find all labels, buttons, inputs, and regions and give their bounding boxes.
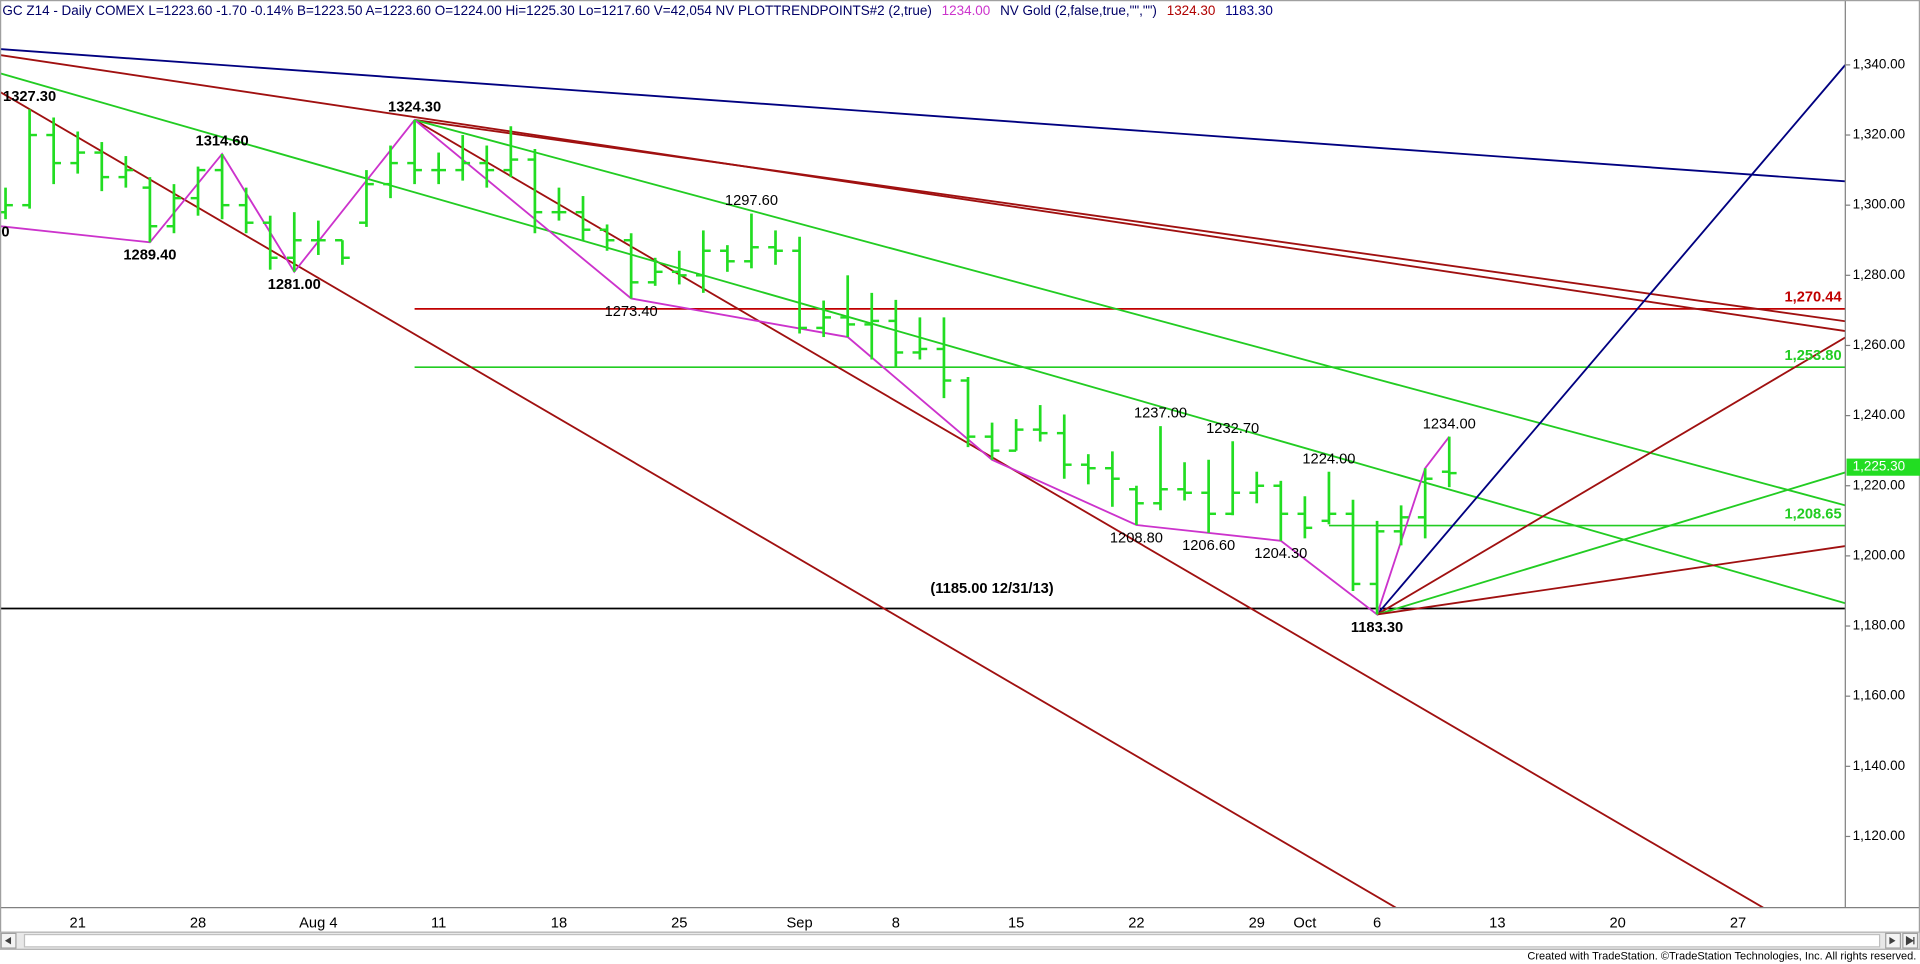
y-tick-label: 1,340.00: [1853, 56, 1905, 71]
y-tick-label: 1,200.00: [1853, 547, 1905, 562]
y-tick-label: 1,120.00: [1853, 828, 1905, 843]
chart-header: GC Z14 - Daily COMEX L=1223.60 -1.70 -0.…: [2, 3, 1272, 18]
pivot-label: 1314.60: [196, 134, 249, 150]
x-tick-label: 21: [70, 915, 86, 931]
y-tick-label: 1,220.00: [1853, 477, 1905, 492]
pivot-label: 1232.70: [1206, 421, 1259, 437]
pivot-label: 1273.40: [605, 304, 658, 320]
trend-line: [414, 119, 1764, 908]
y-tick-label: 1,300.00: [1853, 197, 1905, 212]
y-tick-label: 1,280.00: [1853, 267, 1905, 282]
trend-line: [1376, 64, 1846, 616]
trend-line: [0, 48, 1846, 183]
pivot-label: 1297.60: [725, 193, 778, 209]
x-tick-label: 27: [1730, 915, 1746, 931]
x-tick-label: Oct: [1293, 915, 1316, 931]
plot-area: [0, 48, 1846, 908]
pivot-label: 1183.30: [1351, 620, 1403, 636]
y-tick-label: 1,140.00: [1853, 758, 1905, 773]
pivot-label: 1204.30: [1254, 546, 1307, 562]
pivot-label: 0: [1, 225, 9, 241]
x-tick-label: 8: [892, 915, 900, 931]
x-tick-label: 13: [1489, 915, 1505, 931]
x-tick-label: 18: [551, 915, 567, 931]
scroll-right-arrow: [1889, 937, 1896, 945]
level-label: 1,208.65: [1784, 506, 1841, 522]
trend-line: [0, 54, 1846, 332]
header-segment: 1324.30: [1167, 3, 1216, 18]
trend-line: [414, 119, 1846, 323]
level-label: 1,270.44: [1784, 290, 1842, 306]
pivot-label: 1234.00: [1423, 416, 1476, 432]
y-tick-label: 1,160.00: [1853, 688, 1905, 703]
x-tick-label: 25: [671, 915, 687, 931]
x-tick-label: 20: [1610, 915, 1626, 931]
scrollbar-thumb[interactable]: [23, 933, 1881, 948]
pivot-label: 1237.00: [1134, 406, 1187, 422]
footer-credit: Created with TradeStation. ©TradeStation…: [1527, 951, 1916, 963]
last-price-label: 1,225.30: [1853, 459, 1905, 474]
x-tick-label: 28: [190, 915, 206, 931]
trend-line: [1376, 336, 1846, 616]
trend-line: [0, 91, 1397, 908]
pivot-label: 1289.40: [123, 248, 176, 264]
trend-line: [0, 72, 1846, 605]
x-tick-label: Aug 4: [299, 915, 337, 931]
pivot-label: 1327.30: [3, 89, 56, 105]
y-tick-label: 1,180.00: [1853, 618, 1905, 633]
scroll-end-arrow: [1905, 935, 1915, 946]
y-tick-label: 1,260.00: [1853, 337, 1905, 352]
scroll-left-arrow: [4, 937, 12, 945]
pivot-label: 1224.00: [1302, 451, 1355, 467]
scrollbar[interactable]: [0, 931, 1920, 950]
y-tick-label: 1,240.00: [1853, 407, 1905, 422]
x-tick-label: 11: [431, 915, 446, 931]
trend-line: [414, 119, 1846, 507]
level-label: 1,253.80: [1784, 348, 1841, 364]
pivot-label: 1208.80: [1110, 530, 1163, 546]
header-segment: NV Gold (2,false,true,"",""): [1000, 3, 1157, 18]
pivot-label: 1206.60: [1182, 538, 1235, 554]
level-note: (1185.00 12/31/13): [930, 581, 1053, 597]
pivot-label: 1324.30: [388, 100, 441, 116]
pivot-label: 1281.00: [268, 277, 321, 293]
x-tick-label: 6: [1373, 915, 1381, 931]
last-price-box: [1846, 458, 1920, 476]
trend-line: [1376, 545, 1846, 616]
trend-line: [1376, 471, 1846, 616]
x-tick-label: 15: [1008, 915, 1024, 931]
header-segment: 1234.00: [942, 3, 991, 18]
x-tick-label: Sep: [787, 915, 813, 931]
x-tick-label: 22: [1128, 915, 1144, 931]
header-segment: 1183.30: [1225, 3, 1273, 18]
header-segment: GC Z14 - Daily COMEX L=1223.60 -1.70 -0.…: [2, 3, 931, 18]
y-tick-label: 1,320.00: [1853, 127, 1905, 142]
x-tick-label: 29: [1249, 915, 1265, 931]
